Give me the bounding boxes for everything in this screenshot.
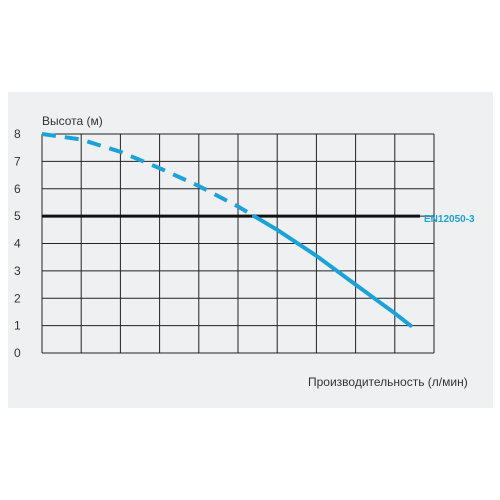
y-tick-label: 8	[14, 127, 21, 141]
y-tick-label: 2	[14, 291, 21, 305]
y-axis-title: Высота (м)	[42, 114, 103, 128]
reference-line-label: EN12050-3	[424, 214, 475, 225]
y-tick-labels: 0 1 2 3 4 5 6 7 8	[14, 127, 21, 360]
y-tick-label: 7	[14, 154, 21, 168]
performance-curve-dashed	[41, 132, 256, 218]
grid	[41, 133, 435, 354]
performance-curve-group	[41, 132, 413, 328]
y-tick-label: 1	[14, 319, 21, 333]
y-tick-label: 3	[14, 264, 21, 278]
x-axis-title: Производительность (л/мин)	[308, 375, 468, 389]
y-tick-label: 0	[14, 346, 21, 360]
performance-curve-solid	[252, 214, 413, 328]
chart-panel	[8, 92, 493, 408]
y-tick-label: 4	[14, 237, 21, 251]
y-tick-label: 5	[14, 209, 21, 223]
y-tick-label: 6	[14, 182, 21, 196]
